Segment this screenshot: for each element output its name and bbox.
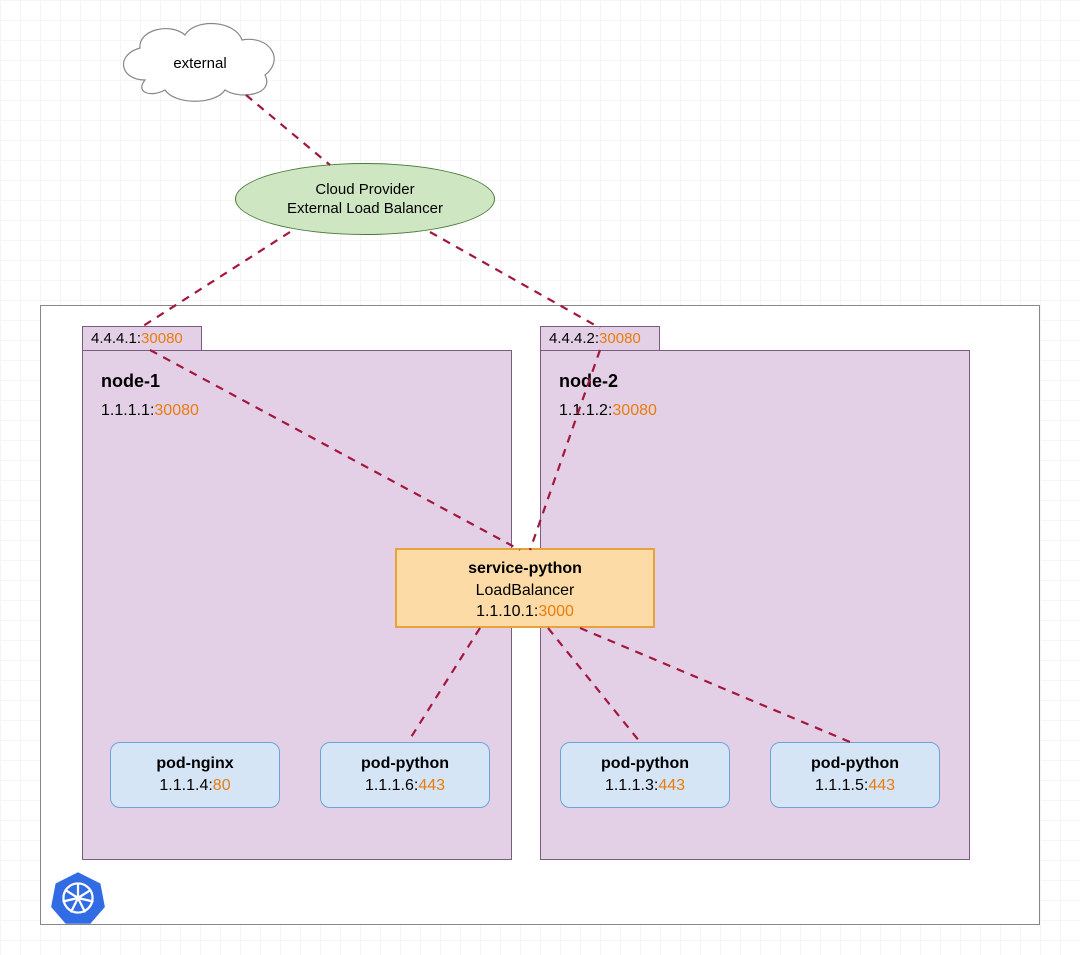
node-2-ip: 1.1.1.2	[559, 402, 608, 419]
pod-2-title: pod-python	[565, 753, 725, 775]
lb-line1: Cloud Provider	[287, 180, 443, 200]
pod-1-ip-line: 1.1.1.6:443	[325, 775, 485, 797]
node-2-port: 30080	[612, 402, 657, 419]
pod-1-port: 443	[418, 777, 445, 794]
node-1-title: node-1	[101, 371, 493, 392]
pod-nginx-box: pod-nginx 1.1.1.4:80	[110, 742, 280, 808]
node-2-ext-port: 30080	[599, 330, 641, 347]
pod-0-ip-line: 1.1.1.4:80	[115, 775, 275, 797]
node-2-external-ip-tab: 4.4.4.2:30080	[540, 326, 660, 351]
service-ip-line: 1.1.10.1:3000	[403, 601, 647, 623]
pod-0-ip: 1.1.1.4	[159, 777, 208, 794]
diagram-canvas: 4.4.4.1:30080 node-1 1.1.1.1:30080 4.4.4…	[0, 0, 1080, 955]
pod-3-port: 443	[868, 777, 895, 794]
pod-3-ip-line: 1.1.1.5:443	[775, 775, 935, 797]
load-balancer-ellipse: Cloud Provider External Load Balancer	[235, 163, 495, 235]
pod-2-ip: 1.1.1.3	[605, 777, 654, 794]
node-2-title: node-2	[559, 371, 951, 392]
node-1-ext-ip: 4.4.4.1	[91, 330, 137, 347]
node-1-ip: 1.1.1.1	[101, 402, 150, 419]
external-cloud-label: external	[170, 55, 230, 72]
lb-line2: External Load Balancer	[287, 199, 443, 219]
pod-python-2-box: pod-python 1.1.1.3:443	[560, 742, 730, 808]
pod-1-title: pod-python	[325, 753, 485, 775]
service-box: service-python LoadBalancer 1.1.10.1:300…	[395, 548, 655, 628]
pod-0-title: pod-nginx	[115, 753, 275, 775]
pod-2-ip-line: 1.1.1.3:443	[565, 775, 725, 797]
pod-2-port: 443	[658, 777, 685, 794]
service-ip: 1.1.10.1	[476, 603, 534, 620]
pod-3-ip: 1.1.1.5	[815, 777, 864, 794]
service-port: 3000	[538, 603, 574, 620]
service-title: service-python	[403, 558, 647, 580]
node-2-ip-line: 1.1.1.2:30080	[559, 402, 951, 420]
node-1-port: 30080	[154, 402, 199, 419]
node-1-ext-port: 30080	[141, 330, 183, 347]
node-1-ip-line: 1.1.1.1:30080	[101, 402, 493, 420]
kubernetes-logo-icon	[50, 870, 106, 926]
node-1-external-ip-tab: 4.4.4.1:30080	[82, 326, 202, 351]
pod-python-3-box: pod-python 1.1.1.5:443	[770, 742, 940, 808]
node-2-ext-ip: 4.4.4.2	[549, 330, 595, 347]
pod-3-title: pod-python	[775, 753, 935, 775]
pod-0-port: 80	[213, 777, 231, 794]
connection-line	[246, 95, 330, 165]
service-type: LoadBalancer	[403, 580, 647, 602]
pod-1-ip: 1.1.1.6	[365, 777, 414, 794]
pod-python-1-box: pod-python 1.1.1.6:443	[320, 742, 490, 808]
